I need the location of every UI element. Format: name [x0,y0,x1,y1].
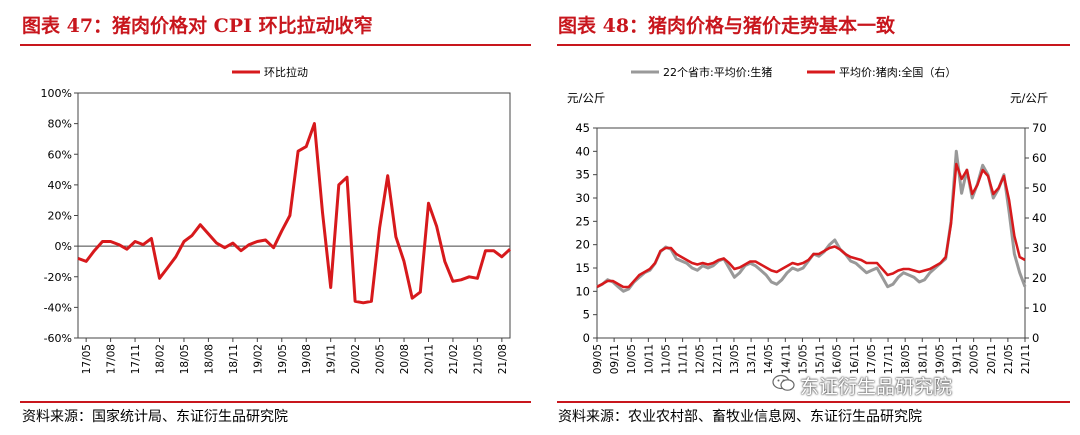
x-tick-label: 15/05 [797,344,809,374]
y-left-tick-label: 0 [583,331,590,345]
y-right-tick-label: 10 [1032,301,1047,315]
chart-left: 100% 80% 60% 40% 20% 0% -20% -40% -60% 17/05 17/08… [41,65,512,374]
y-left-tick-label: 15 [575,261,590,275]
x-tick-label: 13/11 [746,344,758,374]
y-left-tick-label: 35 [575,168,590,182]
x-tick-label: 19/05 [934,344,946,374]
chart-title-right: 图表 48：猪肉价格与猪价走势基本一致 [558,15,896,37]
x-tick-label: 19/11 [326,344,338,374]
x-tick-label: 12/11 [712,344,724,374]
chart-panel-left: 图表 47：猪肉价格对 CPI 环比拉动收窄 100% 80% 60% 40% 20% 0… [0,0,535,435]
y-tick-label: 20% [48,210,72,223]
source-rule-right [557,401,1070,403]
x-tick-label: 19/11 [952,344,964,374]
series-line-生猪 [596,149,1027,293]
x-tick-label: 10/05 [626,344,638,374]
x-tick-label: 16/05 [832,344,844,374]
x-tick-label: 13/05 [729,344,741,374]
y-left-tick-label: 40 [575,144,590,158]
chart-title-left: 图表 47：猪肉价格对 CPI 环比拉动收窄 [22,15,373,37]
x-tick-label: 17/08 [106,344,118,374]
x-tick-label: 19/05 [277,344,289,374]
legend-label: 平均价:猪肉:全国（右） [839,65,956,79]
y-right-tick-label: 70 [1032,121,1047,135]
x-tick-label: 17/05 [81,344,93,374]
legend-label: 22个省市:平均价:生猪 [663,65,772,79]
x-tick-label: 11/11 [678,344,690,374]
y-tick-label: 100% [41,87,72,100]
wechat-icon [772,374,795,391]
x-tick-label: 21/02 [448,344,460,374]
y-right-tick-label: 60 [1032,151,1047,165]
x-tick-label: 20/05 [375,344,387,374]
x-tick-label: 18/05 [900,344,912,374]
y-left-tick-label: 45 [575,121,590,135]
y-right-tick-label: 20 [1032,271,1047,285]
y-tick-label: -40% [44,301,72,314]
x-tick-label: 18/08 [203,344,215,374]
title-rule-left [20,44,531,46]
watermark: 东证衍生品研究院 [800,376,953,398]
x-tick-label: 09/11 [609,344,621,374]
x-tick-label: 10/11 [643,344,655,374]
legend-label: 环比拉动 [264,65,308,79]
chart-panel-right: 图表 48：猪肉价格与猪价走势基本一致 45 40 35 30 25 20 15 10 5 0 70… [545,0,1080,435]
x-tick-label: 18/11 [228,344,240,374]
x-tick-label: 20/05 [969,344,981,374]
x-tick-label: 21/08 [497,344,509,374]
x-tick-label: 12/05 [695,344,707,374]
x-tick-label: 21/05 [472,344,484,374]
y-right-tick-label: 50 [1032,181,1047,195]
series-line-猪肉 [596,162,1026,289]
y-right-tick-label: 40 [1032,211,1047,225]
x-tick-label: 15/11 [815,344,827,374]
x-tick-label: 16/11 [849,344,861,374]
y-left-tick-label: 5 [583,308,590,322]
y-tick-label: -20% [44,271,72,284]
y-tick-label: 60% [48,148,72,161]
y-tick-label: 80% [48,118,72,131]
title-rule-right [557,44,1070,46]
y-right-tick-label: 30 [1032,241,1047,255]
x-tick-label: 09/05 [592,344,604,374]
x-tick-label: 18/02 [155,344,167,374]
y-tick-label: -60% [44,332,72,345]
y-left-unit: 元/公斤 [567,91,605,105]
x-tick-label: 11/05 [660,344,672,374]
x-tick-label: 18/11 [917,344,929,374]
plot-frame [77,92,511,339]
x-tick-label: 17/11 [883,344,895,374]
y-right-tick-label: 0 [1032,331,1039,345]
source-note-left: 资料来源：国家统计局、东证衍生品研究院 [22,409,288,425]
x-tick-label: 17/11 [130,344,142,374]
x-tick-label: 19/08 [301,344,313,374]
y-left-tick-label: 30 [575,191,590,205]
y-right-unit: 元/公斤 [1010,91,1048,105]
y-left-tick-label: 10 [575,284,590,298]
y-left-tick-label: 20 [575,238,590,252]
y-tick-label: 0% [55,240,72,253]
source-rule-left [20,401,531,403]
source-note-right: 资料来源：农业农村部、畜牧业信息网、东证衍生品研究院 [558,409,922,425]
plot-frame [596,127,1026,339]
x-tick-label: 19/02 [252,344,264,374]
x-tick-label: 20/02 [350,344,362,374]
x-tick-label: 14/11 [780,344,792,374]
series-line-环比拉动 [77,122,512,305]
y-left-tick-label: 25 [575,214,590,228]
x-tick-label: 18/05 [179,344,191,374]
x-tick-label: 21/11 [1020,344,1032,374]
x-tick-label: 20/11 [986,344,998,374]
x-tick-label: 14/05 [763,344,775,374]
x-tick-label: 17/05 [866,344,878,374]
x-tick-label: 20/08 [399,344,411,374]
x-tick-label: 21/05 [1003,344,1015,374]
x-tick-label: 20/11 [423,344,435,374]
y-tick-label: 40% [48,179,72,192]
